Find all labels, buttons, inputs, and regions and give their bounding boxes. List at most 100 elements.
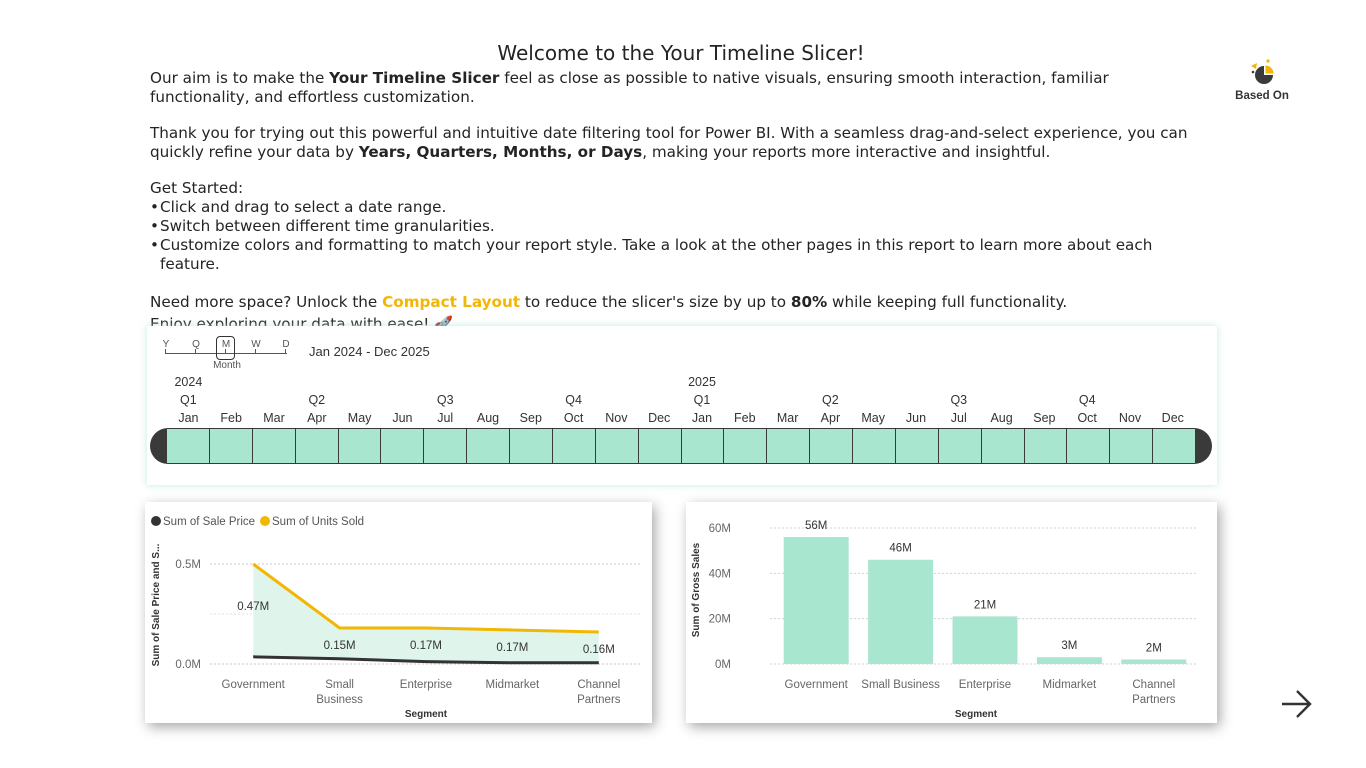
data-label: 21M <box>974 599 996 611</box>
x-tick-label: Channel <box>577 679 620 691</box>
x-tick-label: Partners <box>577 694 621 706</box>
intro-bold-span: Your Timeline Slicer <box>329 69 500 87</box>
granularity-level-month[interactable]: M <box>221 339 231 350</box>
x-tick-label: Small <box>325 679 354 691</box>
page-title: Welcome to the Your Timeline Slicer! <box>497 41 865 65</box>
timeline-cell[interactable] <box>895 429 939 463</box>
granularity-selected-marker[interactable] <box>216 336 235 360</box>
timeline-cell[interactable] <box>552 429 596 463</box>
bar[interactable] <box>1036 657 1102 664</box>
timeline-cell[interactable] <box>853 429 896 463</box>
granularity-selected-label: Month <box>213 360 241 371</box>
timeline-cells[interactable] <box>167 428 1195 464</box>
y-tick-label: 0M <box>715 659 731 671</box>
x-tick-label: Small Business <box>861 679 940 691</box>
timeline-cell[interactable] <box>638 429 682 463</box>
granularity-level-quarter[interactable]: Q <box>192 339 200 350</box>
granularity-tick <box>195 349 196 354</box>
timeline-cell[interactable] <box>595 429 639 463</box>
bar[interactable] <box>1121 659 1187 664</box>
list-item: Click and drag to select a date range. <box>150 198 1210 217</box>
timeline-cell[interactable] <box>681 429 725 463</box>
data-label: 46M <box>889 543 911 555</box>
data-label: 0.17M <box>410 640 442 652</box>
intro-paragraph-thanks: Thank you for trying out this powerful a… <box>150 124 1210 162</box>
timeline-cell[interactable] <box>510 429 553 463</box>
timeline-cell[interactable] <box>981 429 1025 463</box>
area-chart-card[interactable]: Sum of Sale Price Sum of Units Sold 0.0M 0.… <box>145 502 652 723</box>
timeline-cell[interactable] <box>1024 429 1068 463</box>
intro-text-span: while keeping full functionality. <box>827 293 1068 311</box>
intro-text-span: Thank you for trying out this powerful a… <box>150 124 1188 161</box>
pie-chart-logo-icon <box>1251 59 1274 84</box>
timeline-cell[interactable] <box>338 429 382 463</box>
area-fill <box>253 564 599 663</box>
x-tick-label: Enterprise <box>959 679 1011 691</box>
x-tick-label: Government <box>222 679 286 691</box>
y-tick-label: 40M <box>709 568 731 580</box>
granularity-level-year[interactable]: Y <box>162 339 170 350</box>
x-tick-label: Government <box>785 679 849 691</box>
bar[interactable] <box>952 616 1018 664</box>
granularity-tick <box>225 349 226 354</box>
compact-layout-highlight: Compact Layout <box>382 293 521 311</box>
data-label: 56M <box>805 520 827 532</box>
x-tick-label: Channel <box>1132 679 1175 691</box>
intro-bold-span: 80% <box>790 293 828 311</box>
bar-chart-card[interactable]: 0M 20M 40M 60M 56M Government 46M Small Busines… <box>686 502 1217 723</box>
area-chart: Sum of Sale Price Sum of Units Sold 0.0M 0.… <box>151 516 642 720</box>
get-started-heading: Get Started: <box>150 179 244 197</box>
x-tick-label: Enterprise <box>400 679 452 691</box>
intro-text-span: to reduce the slicer's size by up to <box>520 293 791 311</box>
timeline-cell[interactable] <box>724 429 768 463</box>
granularity-tick <box>285 349 286 354</box>
timeline-cell[interactable] <box>1110 429 1154 463</box>
y-axis-title: Sum of Gross Sales <box>691 542 702 637</box>
chart-legend: Sum of Sale Price Sum of Units Sold <box>151 516 364 528</box>
timeline-cell[interactable] <box>167 429 210 463</box>
intro-text-span: Our aim is to make the <box>150 69 330 87</box>
x-tick-label: Midmarket <box>486 679 540 691</box>
legend-label: Sum of Sale Price <box>163 516 255 528</box>
timeline-cell[interactable] <box>1067 429 1111 463</box>
granularity-level-week[interactable]: W <box>251 339 261 350</box>
timeline-cell[interactable] <box>381 429 425 463</box>
y-tick-label: 0.5M <box>175 559 201 571</box>
timeline-bar[interactable] <box>150 428 1212 464</box>
timeline-cell[interactable] <box>209 429 253 463</box>
granularity-selector[interactable]: Y Q M W D Month <box>162 336 298 376</box>
granularity-tick <box>165 349 166 354</box>
legend-label: Sum of Units Sold <box>272 516 364 528</box>
granularity-track <box>165 353 287 354</box>
timeline-cell[interactable] <box>1153 429 1195 463</box>
legend-marker <box>260 516 270 526</box>
data-label: 0.47M <box>237 601 269 613</box>
bar[interactable] <box>783 537 849 664</box>
based-on-badge[interactable]: Based On <box>1226 57 1298 102</box>
timeline-cell[interactable] <box>252 429 296 463</box>
timeline-cell[interactable] <box>810 429 853 463</box>
x-tick-label: Midmarket <box>1043 679 1097 691</box>
intro-bold-span: Years, Quarters, Months, or Days <box>358 143 643 161</box>
data-label: 3M <box>1061 640 1077 652</box>
data-label: 0.15M <box>324 640 356 652</box>
timeline-cell[interactable] <box>424 429 468 463</box>
list-item: Customize colors and formatting to match… <box>150 236 1210 274</box>
granularity-level-day[interactable]: D <box>282 339 290 350</box>
x-tick-label: Partners <box>1132 694 1176 706</box>
timeline-cell[interactable] <box>295 429 339 463</box>
bar[interactable] <box>868 559 934 664</box>
list-item: Switch between different time granularit… <box>150 217 1210 236</box>
y-axis-title: Sum of Sale Price and S... <box>151 543 162 666</box>
data-label: 0.16M <box>583 644 615 656</box>
timeline-cell[interactable] <box>467 429 510 463</box>
intro-text-span: feel as close as possible to native visu… <box>150 69 1109 106</box>
timeline-cell[interactable] <box>767 429 811 463</box>
arrow-right-icon[interactable] <box>1278 686 1314 722</box>
y-tick-label: 60M <box>709 523 731 535</box>
x-axis-title: Segment <box>405 709 448 720</box>
legend-marker <box>151 516 161 526</box>
data-label: 2M <box>1146 642 1162 654</box>
timeline-cell[interactable] <box>938 429 982 463</box>
intro-paragraph-aim: Our aim is to make the Your Timeline Sli… <box>150 69 1210 107</box>
